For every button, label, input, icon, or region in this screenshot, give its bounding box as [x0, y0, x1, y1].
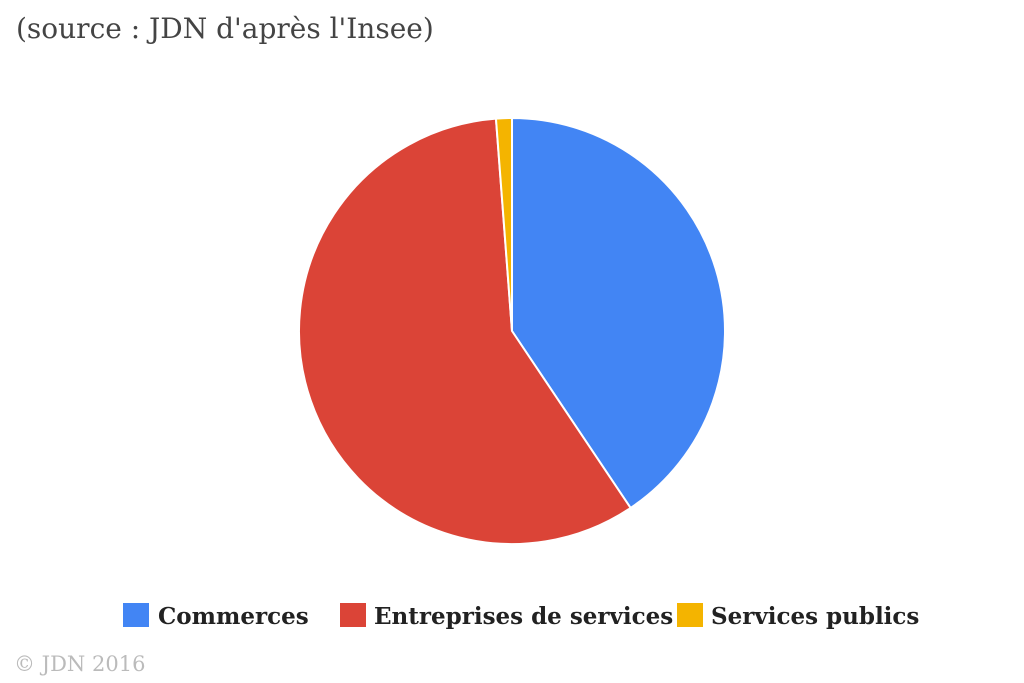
pie-slice-commerces [511, 116, 726, 510]
legend-swatch-commerces [123, 603, 149, 627]
pie-slice-entreprises-de-services [298, 117, 632, 545]
legend-swatch-entreprises-de-services [340, 603, 366, 627]
legend-swatch-services-publics [677, 603, 703, 627]
pie-slices [298, 116, 726, 545]
legend-label-entreprises-de-services: Entreprises de services [374, 603, 673, 630]
legend: Commerces Entreprises de services Services… [123, 603, 919, 630]
source-note: (source : JDN d'après l'Insee) [16, 12, 434, 45]
pie-slice-services-publics [494, 116, 513, 332]
legend-label-commerces: Commerces [158, 603, 309, 630]
legend-label-services-publics: Services publics [711, 603, 919, 630]
copyright-note: © JDN 2016 [14, 652, 146, 676]
